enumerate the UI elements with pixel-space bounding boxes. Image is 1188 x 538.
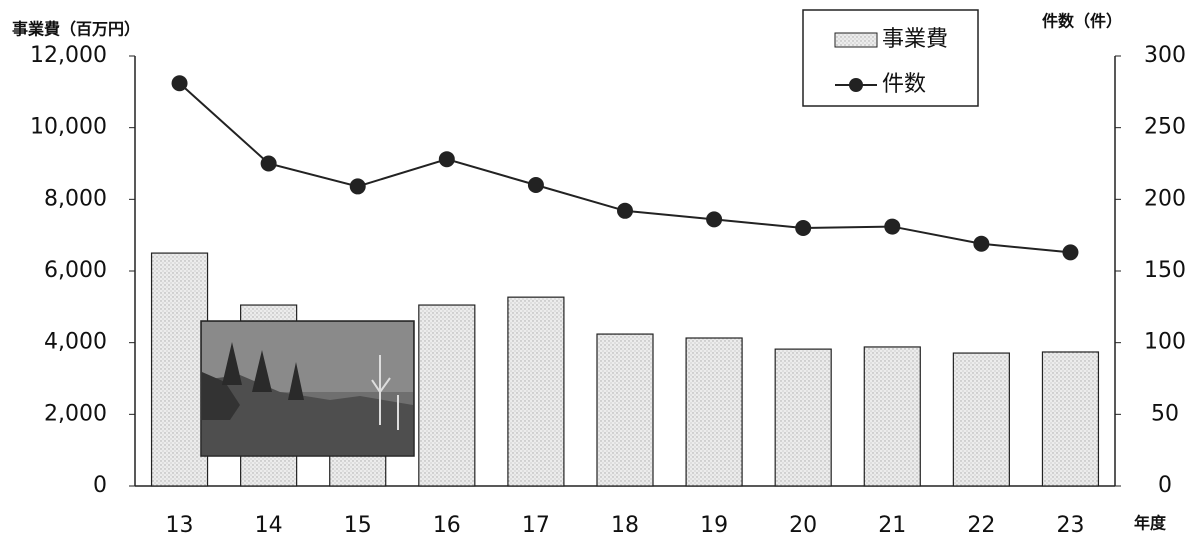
- point: [438, 151, 455, 168]
- y-tick-label: 10,000: [30, 115, 107, 140]
- y2-tick-label: 300: [1144, 43, 1186, 68]
- point: [884, 218, 901, 235]
- legend-label: 件数: [882, 72, 926, 97]
- point: [171, 75, 188, 92]
- x-tick-label: 18: [611, 513, 639, 538]
- point: [1062, 244, 1079, 261]
- y-tick-label: 12,000: [30, 43, 107, 68]
- y2-tick-label: 50: [1151, 401, 1179, 426]
- x-tick-label: 23: [1056, 513, 1084, 538]
- bar: [1041, 351, 1100, 487]
- line: [178, 82, 1071, 254]
- legend-frame: [802, 9, 979, 107]
- x-tick-label: 14: [255, 513, 283, 538]
- bar: [596, 333, 654, 487]
- photo-trees: [222, 342, 304, 400]
- point: [260, 155, 277, 172]
- legend-swatch-marker: [849, 78, 863, 92]
- point: [527, 177, 544, 193]
- point: [349, 178, 366, 195]
- y2-tick-label: 100: [1144, 330, 1186, 355]
- y2-tick-label: 0: [1158, 473, 1172, 498]
- x-tick-label: 17: [522, 513, 550, 538]
- y2-tick-label: 200: [1144, 186, 1186, 211]
- inset-photo: [200, 320, 415, 457]
- point: [795, 220, 812, 236]
- bar: [952, 352, 1010, 487]
- x-tick-label: 19: [700, 513, 728, 538]
- x-tick-label: 21: [878, 513, 906, 538]
- y-tick-label: 0: [93, 473, 107, 498]
- bar: [507, 296, 565, 487]
- y-tick-label: 4,000: [44, 330, 107, 355]
- bar: [863, 346, 921, 487]
- y-tick-label: 6,000: [44, 258, 107, 283]
- point: [973, 235, 990, 252]
- bar: [685, 337, 743, 487]
- point: [706, 211, 723, 228]
- y-tick-label: 8,000: [44, 186, 107, 211]
- y2-tick-label: 250: [1144, 115, 1186, 140]
- x-tick-label: 15: [344, 513, 372, 538]
- x-axis-title: 年度: [1134, 514, 1167, 533]
- x-tick-label: 16: [433, 513, 461, 538]
- photo-rocks: [202, 372, 240, 420]
- y-axis-title: 事業費（百万円）: [12, 20, 140, 39]
- y2-tick-label: 150: [1144, 258, 1186, 283]
- plot: 0 2,000 4,000 6,000 8,000 10,000 12,000 0 50 100 1…: [30, 43, 1186, 538]
- x-tick-label: 13: [166, 513, 194, 538]
- legend-label: 事業費: [882, 27, 948, 52]
- photo-ground: [202, 375, 413, 455]
- bar: [774, 348, 832, 487]
- legend-swatch: [834, 32, 878, 48]
- bar: [418, 304, 476, 487]
- photo-dead-trees: [371, 355, 399, 430]
- bar: [150, 252, 209, 487]
- x-tick-label: 20: [789, 513, 817, 538]
- point: [617, 202, 633, 219]
- x-tick-label: 22: [967, 513, 995, 538]
- y-tick-label: 2,000: [44, 401, 107, 426]
- y2-axis-title: 件数（件）: [1042, 12, 1122, 31]
